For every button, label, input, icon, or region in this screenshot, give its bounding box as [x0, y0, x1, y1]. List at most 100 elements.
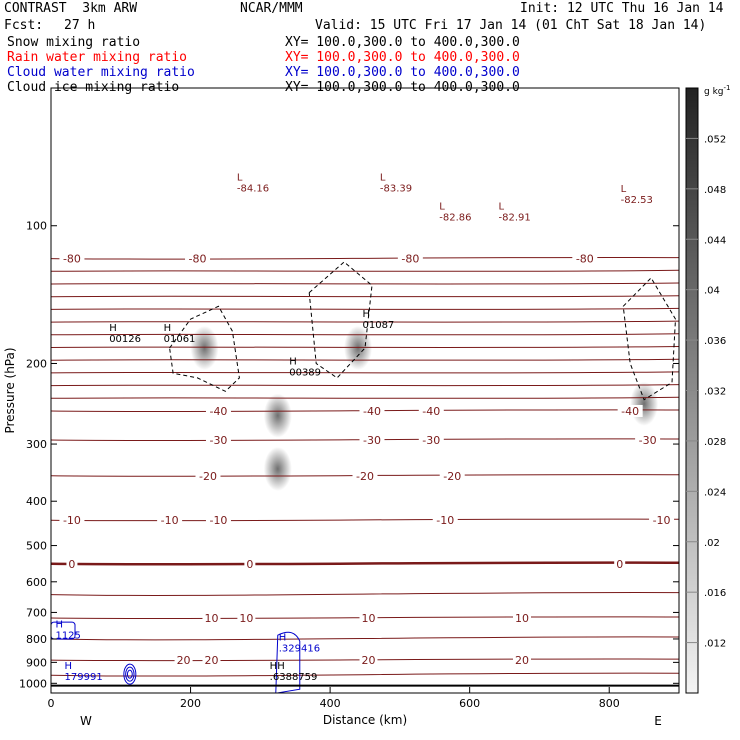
isotherm-line-20 [51, 658, 679, 662]
field-snow-xy: XY= 100.0,300.0 to 400.0,300.0 [285, 35, 520, 50]
isotherm-label-20: 20 [204, 654, 218, 667]
x-axis-label: Distance (km) [323, 713, 407, 727]
isotherm-label-20: 20 [515, 654, 529, 667]
isotherm-label--40: -40 [363, 405, 381, 418]
y-tick-label: 100 [26, 220, 47, 233]
isotherm-label-10: 10 [239, 612, 253, 625]
isotherm-line--40 [51, 409, 679, 413]
isotherm-strat-line [51, 371, 679, 374]
plot-frame [50, 87, 680, 694]
isotherm-line--30 [51, 438, 679, 442]
extremum-value-7: 01087 [362, 320, 394, 331]
isotherm-strat-line [51, 307, 679, 310]
isotherm-label--30: -30 [363, 434, 381, 447]
isotherm-label--10: -10 [436, 514, 454, 527]
extremum-type-12: HH [270, 661, 285, 672]
extremum-value-9: 1125 [55, 630, 80, 641]
isotherm-label--80: -80 [189, 253, 207, 266]
y-tick-label: 900 [26, 656, 47, 669]
field-rain-xy: XY= 100.0,300.0 to 400.0,300.0 [285, 50, 520, 65]
extremum-value-8: 00389 [289, 367, 321, 378]
extremum-type-1: L [380, 172, 386, 183]
cloud-water-contour-small-2 [123, 663, 137, 685]
isotherm-label-10: 10 [204, 612, 218, 625]
valid-time: Valid: 15 UTC Fri 17 Jan 14 (01 ChT Sat … [315, 18, 707, 33]
isotherm-strat-line [51, 295, 679, 298]
isotherm-label-0: 0 [68, 558, 75, 571]
isotherm-label--10: -10 [653, 514, 671, 527]
isotherm-line--20 [51, 474, 679, 477]
isotherm-label--20: -20 [443, 470, 461, 483]
extremum-value-11: 179991 [65, 672, 103, 683]
extremum-value-2: -82.86 [439, 213, 471, 224]
extremum-value-10: .329416 [279, 643, 320, 654]
isotherm-label--80: -80 [63, 253, 81, 266]
extremum-type-5: H [109, 323, 117, 334]
isotherm-label--10: -10 [209, 514, 227, 527]
fcst-label: Fcst: [4, 18, 44, 33]
isotherm-strat-line [51, 384, 679, 387]
colorbar-label: .02 [704, 538, 720, 549]
init-time: Init: 12 UTC Thu 16 Jan 14 [520, 1, 724, 16]
extremum-value-12: .6388759 [270, 672, 318, 683]
isotherm-label--10: -10 [161, 514, 179, 527]
cloud-water-contour-left [51, 621, 76, 640]
center-title: NCAR/MMM [240, 1, 303, 16]
isotherm-label--40: -40 [621, 405, 639, 418]
extremum-value-6: 01061 [164, 334, 196, 345]
colorbar-label: .04 [704, 286, 720, 297]
y-tick-label: 800 [26, 633, 47, 646]
x-tick-label: 600 [459, 697, 480, 710]
cloud-contours [51, 261, 679, 693]
extremum-value-1: -83.39 [380, 183, 412, 194]
isotherm-label--30: -30 [209, 434, 227, 447]
isotherm-lines [51, 256, 679, 677]
extremum-type-10: H [279, 632, 287, 643]
isotherm-strat-line [51, 269, 679, 272]
colorbar-label: .048 [704, 185, 726, 196]
field-snow: Snow mixing ratio [7, 35, 141, 50]
isotherm-label-0: 0 [616, 558, 623, 571]
colorbar-unit: g kg-1 [704, 84, 730, 97]
isotherm-label--20: -20 [356, 470, 374, 483]
isotherm-label-10: 10 [361, 612, 375, 625]
isotherm-label--80: -80 [401, 253, 419, 266]
isotherm-strat-line [51, 346, 679, 349]
y-tick-label: 700 [26, 606, 47, 619]
isotherm-strat-line [51, 282, 679, 285]
contour-labels: -80 -80 -80 -80 -40 -40 -40 -40 -30 -30 -30 -30 -20 -… [59, 252, 675, 667]
isotherm-label-20: 20 [177, 654, 191, 667]
y-tick-label: 500 [26, 540, 47, 553]
isotherm-line-0 [51, 561, 679, 566]
extremum-type-2: L [439, 202, 445, 213]
extrema-markers: L-84.16L-83.39L-82.86L-82.91L-82.53H0012… [55, 172, 652, 683]
isotherm-label--10: -10 [63, 514, 81, 527]
extremum-type-8: H [289, 356, 297, 367]
x-tick-label: 200 [180, 697, 201, 710]
extremum-value-5: 00126 [109, 334, 141, 345]
model-title: CONTRAST 3km ARW [4, 1, 138, 16]
extremum-type-9: H [55, 619, 63, 630]
x-tick-label: 400 [320, 697, 341, 710]
field-cloud-water-xy: XY= 100.0,300.0 to 400.0,300.0 [285, 65, 520, 80]
shading-blob-4 [630, 381, 659, 426]
x-tick-label: 0 [48, 697, 55, 710]
colorbar-label: .012 [704, 639, 726, 650]
isotherm-label-0: 0 [246, 558, 253, 571]
isotherm-label-10: 10 [515, 612, 529, 625]
isotherm-label--40: -40 [209, 405, 227, 418]
shading-blob-3 [344, 325, 373, 370]
isotherm-intermediate-line [51, 591, 679, 596]
colorbar-label: .036 [704, 336, 726, 347]
isotherm-label-20: 20 [361, 654, 375, 667]
cloud-water-contour-mid [275, 631, 301, 693]
isotherm-intermediate-line [51, 636, 679, 641]
x-tick-label: 800 [599, 697, 620, 710]
isotherm-strat-line [51, 358, 679, 361]
fcst-value: 27 h [64, 18, 96, 33]
y-axis-label: Pressure (hPa) [3, 347, 17, 433]
isotherm-label--40: -40 [422, 405, 440, 418]
